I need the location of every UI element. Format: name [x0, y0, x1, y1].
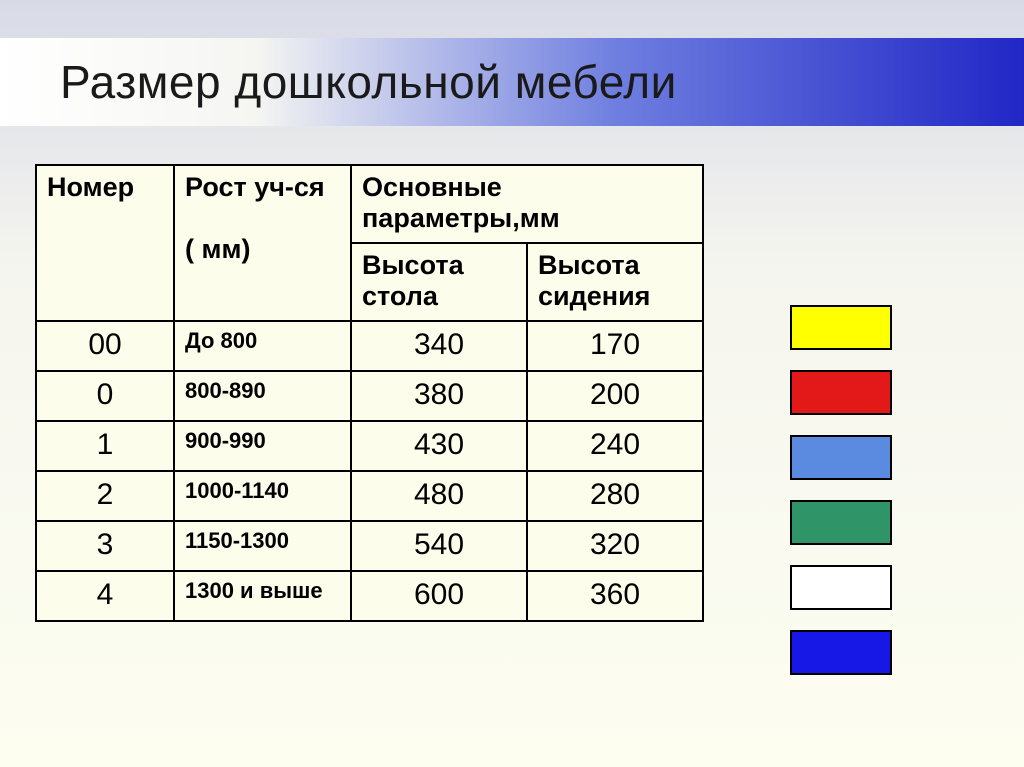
cell-table-height: 340	[351, 321, 527, 371]
table-row: 1 900-990 430 240	[36, 421, 703, 471]
cell-number: 4	[36, 571, 174, 621]
cell-seat-height: 320	[527, 521, 703, 571]
content-area: Номер Рост уч-ся ( мм) Основные параметр…	[35, 164, 704, 622]
title-bar: Размер дошкольной мебели	[0, 38, 1024, 126]
cell-table-height: 380	[351, 371, 527, 421]
furniture-size-table: Номер Рост уч-ся ( мм) Основные параметр…	[35, 164, 704, 622]
cell-seat-height: 170	[527, 321, 703, 371]
table-row: 00 До 800 340 170	[36, 321, 703, 371]
col-header-number: Номер	[36, 165, 174, 321]
cell-height: 1300 и выше	[174, 571, 351, 621]
swatch-lightblue	[790, 435, 892, 480]
swatch-blue	[790, 630, 892, 675]
cell-seat-height: 280	[527, 471, 703, 521]
swatch-yellow	[790, 305, 892, 350]
col-header-height-label: Рост уч-ся	[185, 172, 325, 202]
color-swatch-legend	[790, 305, 892, 695]
cell-number: 2	[36, 471, 174, 521]
cell-table-height: 600	[351, 571, 527, 621]
cell-height: 800-890	[174, 371, 351, 421]
col-header-table-height: Высота стола	[351, 243, 527, 321]
cell-height: 1000-1140	[174, 471, 351, 521]
table-row: 3 1150-1300 540 320	[36, 521, 703, 571]
cell-number: 3	[36, 521, 174, 571]
col-header-seat-height: Высота сидения	[527, 243, 703, 321]
page-title: Размер дошкольной мебели	[60, 55, 677, 109]
table-row: 4 1300 и выше 600 360	[36, 571, 703, 621]
cell-seat-height: 360	[527, 571, 703, 621]
swatch-white	[790, 565, 892, 610]
cell-height: 900-990	[174, 421, 351, 471]
cell-height: До 800	[174, 321, 351, 371]
cell-height: 1150-1300	[174, 521, 351, 571]
cell-seat-height: 240	[527, 421, 703, 471]
col-header-height-unit: ( мм)	[185, 234, 250, 264]
swatch-green	[790, 500, 892, 545]
cell-table-height: 430	[351, 421, 527, 471]
col-header-params: Основные параметры,мм	[351, 165, 703, 243]
col-header-height: Рост уч-ся ( мм)	[174, 165, 351, 321]
cell-seat-height: 200	[527, 371, 703, 421]
cell-number: 00	[36, 321, 174, 371]
cell-number: 1	[36, 421, 174, 471]
cell-number: 0	[36, 371, 174, 421]
table-row: 2 1000-1140 480 280	[36, 471, 703, 521]
swatch-red	[790, 370, 892, 415]
cell-table-height: 540	[351, 521, 527, 571]
cell-table-height: 480	[351, 471, 527, 521]
table-row: 0 800-890 380 200	[36, 371, 703, 421]
